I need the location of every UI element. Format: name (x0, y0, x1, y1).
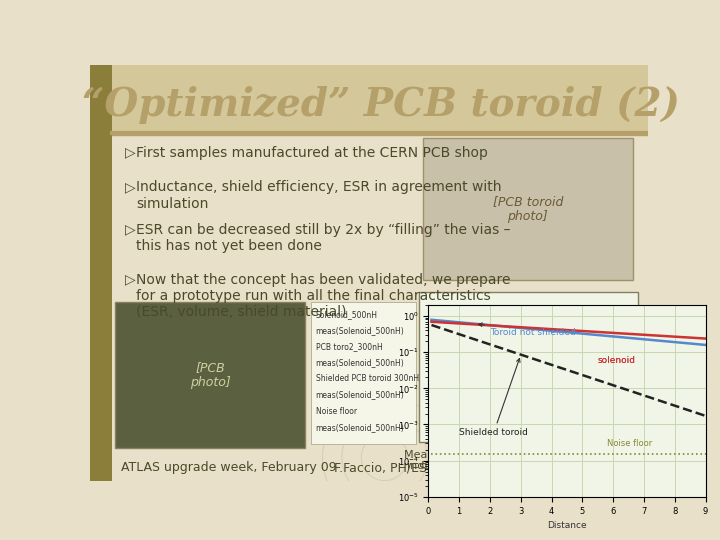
Text: ▷: ▷ (125, 146, 135, 160)
Text: PCB toro2_300nH: PCB toro2_300nH (315, 342, 382, 351)
Text: F.Faccio, PH/ESE: F.Faccio, PH/ESE (334, 461, 435, 474)
Text: Inductance, shield efficiency, ESR in agreement with
simulation: Inductance, shield efficiency, ESR in ag… (137, 180, 502, 211)
Text: meas(Solenoid_500nH): meas(Solenoid_500nH) (315, 423, 404, 432)
Text: “Optimized” PCB toroid (2): “Optimized” PCB toroid (2) (81, 86, 680, 124)
Text: Noise floor: Noise floor (315, 407, 356, 416)
FancyBboxPatch shape (423, 138, 632, 280)
Text: [PCB toroid
photo]: [PCB toroid photo] (492, 195, 563, 223)
Text: Measurement in the lab: Normalized current
induced in 1 Cu loop at increasing di: Measurement in the lab: Normalized curre… (404, 450, 652, 483)
Bar (112, 65, 648, 132)
Text: Shielded toroid: Shielded toroid (459, 359, 528, 437)
Text: ATLAS upgrade week, February 09: ATLAS upgrade week, February 09 (121, 461, 337, 474)
Text: solenoid: solenoid (598, 356, 636, 365)
FancyBboxPatch shape (114, 302, 305, 448)
Text: 11: 11 (617, 461, 632, 474)
X-axis label: Distance: Distance (547, 521, 587, 530)
Text: meas(Solenoid_500nH): meas(Solenoid_500nH) (315, 326, 404, 335)
Text: Solenoid_500nH: Solenoid_500nH (315, 309, 377, 319)
Text: ▷: ▷ (125, 180, 135, 194)
Text: Shielded PCB toroid 300nH: Shielded PCB toroid 300nH (315, 374, 418, 383)
Text: ▷: ▷ (125, 222, 135, 237)
Bar (112, 454, 648, 481)
Text: ▷: ▷ (125, 273, 135, 287)
Text: meas(Solenoid_500nH): meas(Solenoid_500nH) (315, 358, 404, 367)
FancyBboxPatch shape (311, 302, 415, 444)
Text: Noise floor: Noise floor (607, 439, 652, 448)
Text: solenoid: solenoid (598, 356, 636, 365)
Text: First samples manufactured at the CERN PCB shop: First samples manufactured at the CERN P… (137, 146, 488, 160)
FancyBboxPatch shape (419, 292, 638, 442)
Text: Now that the concept has been validated, we prepare
for a prototype run with all: Now that the concept has been validated,… (137, 273, 511, 319)
Text: [PCB
photo]: [PCB photo] (190, 361, 230, 389)
Text: Toroid not shielded: Toroid not shielded (479, 323, 576, 337)
Text: ESR can be decreased still by 2x by “filling” the vias –
this has not yet been d: ESR can be decreased still by 2x by “fil… (137, 222, 511, 253)
Text: meas(Solenoid_500nH): meas(Solenoid_500nH) (315, 390, 404, 400)
Bar (90, 65, 112, 481)
